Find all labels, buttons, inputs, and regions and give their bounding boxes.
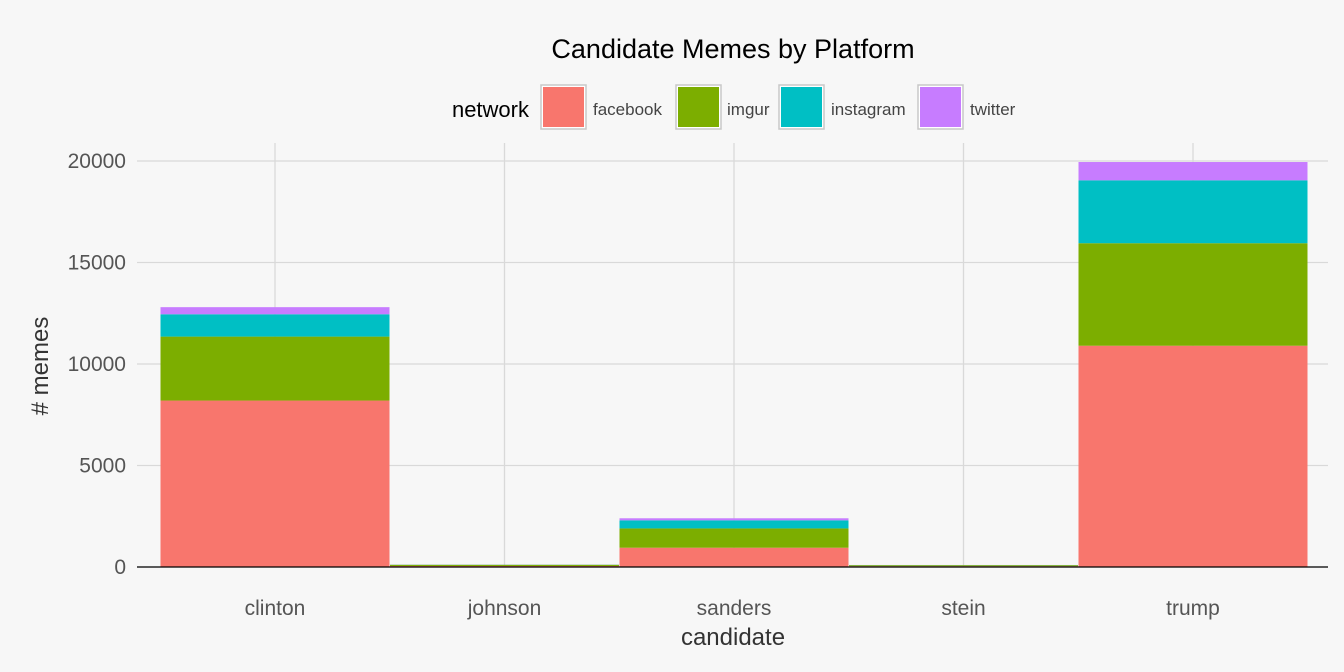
axes: 0 5000 10000 15000 20000 clinton johnson sander… <box>68 150 1328 620</box>
bar-instagram-trump <box>1078 180 1308 244</box>
legend-label-instagram: instagram <box>831 100 906 119</box>
bar-imgur-stein <box>849 565 1078 567</box>
y-tick-label: 15000 <box>68 252 126 275</box>
legend-swatch-facebook <box>543 87 584 127</box>
y-tick-label: 0 <box>114 556 126 579</box>
legend-swatch-imgur <box>678 87 719 127</box>
x-tick-label: sanders <box>697 597 772 620</box>
x-tick-label: clinton <box>245 597 306 620</box>
bar-facebook-clinton <box>160 400 390 567</box>
legend-label-imgur: imgur <box>727 100 770 119</box>
bar-facebook-trump <box>1078 345 1308 567</box>
bar-imgur-sanders <box>619 528 849 548</box>
y-tick-label: 20000 <box>68 150 126 173</box>
x-axis-title: candidate <box>681 624 785 651</box>
legend: network facebook imgur instagram twitter <box>452 84 1016 130</box>
bar-imgur-johnson <box>390 564 619 566</box>
y-tick-label: 5000 <box>79 455 126 478</box>
legend-swatch-twitter <box>920 87 961 127</box>
x-tick-label: johnson <box>467 597 542 620</box>
y-axis-title: # memes <box>27 317 54 416</box>
bar-facebook-sanders <box>619 547 849 567</box>
legend-title: network <box>452 97 530 122</box>
chart-title: Candidate Memes by Platform <box>551 34 914 64</box>
x-tick-label: stein <box>941 597 985 620</box>
bar-instagram-clinton <box>160 314 390 337</box>
x-tick-label: trump <box>1166 597 1220 620</box>
bar-twitter-sanders <box>619 518 849 521</box>
y-tick-label: 10000 <box>68 353 126 376</box>
legend-label-twitter: twitter <box>970 100 1016 119</box>
bars <box>160 162 1308 567</box>
legend-swatch-instagram <box>781 87 822 127</box>
bar-imgur-trump <box>1078 243 1308 346</box>
bar-twitter-trump <box>1078 162 1308 181</box>
bar-imgur-clinton <box>160 336 390 401</box>
bar-twitter-clinton <box>160 307 390 315</box>
legend-label-facebook: facebook <box>593 100 662 119</box>
bar-instagram-sanders <box>619 520 849 529</box>
